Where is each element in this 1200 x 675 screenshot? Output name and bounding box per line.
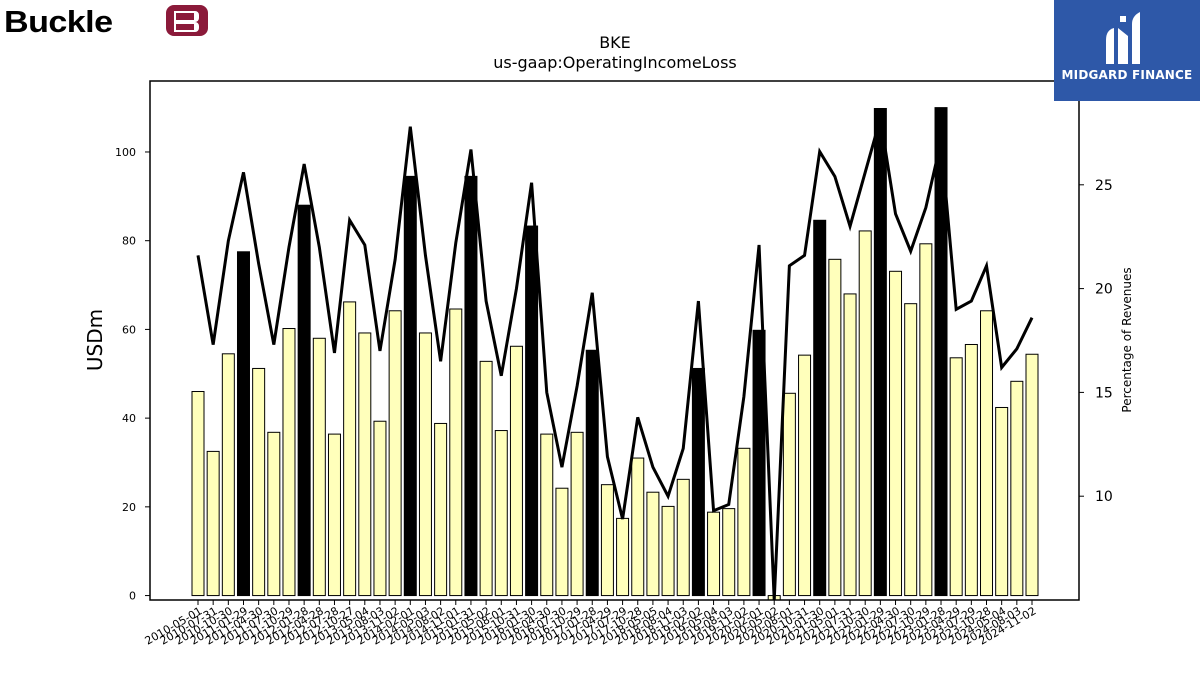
bar-2012-10-27 [343, 301, 357, 597]
chart-subtitle: us-gaap:OperatingIncomeLoss [493, 53, 737, 72]
bar-2016-04-30 [540, 433, 554, 597]
bar-2022-10-29 [919, 243, 933, 597]
bar-2012-01-28 [297, 204, 311, 597]
bar-2024-11-02 [1025, 353, 1039, 597]
bar-2015-10-31 [509, 345, 523, 597]
bar-2021-10-30 [858, 230, 872, 597]
bar-2023-07-29 [964, 343, 978, 597]
bar-2024-05-04 [995, 406, 1009, 597]
y-tick-label-20: 20 [122, 501, 136, 514]
bar-2019-02-02 [691, 367, 705, 597]
midgard-finance-watermark: MIDGARD FINANCE [1054, 0, 1200, 101]
bar-2015-05-02 [479, 360, 493, 597]
bar-2018-11-03 [676, 478, 690, 597]
bar-2022-04-30 [889, 270, 903, 597]
midgard-logo-icon [1106, 12, 1140, 64]
bar-2014-11-01 [449, 308, 463, 597]
y2-tick-label-10: 10 [1095, 489, 1113, 505]
bar-2014-02-01 [403, 175, 417, 597]
bar-2014-08-02 [434, 422, 448, 597]
bar-2011-10-29 [282, 328, 296, 597]
bar-2018-05-05 [646, 491, 660, 597]
bar-2017-04-29 [600, 484, 614, 597]
bar-2011-04-30 [252, 367, 266, 597]
y2-axis-label: Percentage of Revenues [1120, 267, 1134, 412]
bar-2022-01-29 [873, 108, 887, 597]
bar-2023-10-28 [980, 310, 994, 597]
x-axis: 2010-05-012010-07-312010-10-302011-01-29… [143, 600, 1039, 648]
bar-2016-01-30 [525, 225, 539, 597]
bar-2020-10-31 [798, 354, 812, 597]
brand-name: Buckle [4, 4, 113, 39]
bar-2015-01-31 [464, 175, 478, 597]
percentage-line [196, 117, 1034, 601]
bar-2020-08-01 [782, 392, 796, 597]
bar-2012-07-28 [327, 433, 341, 597]
bar-2010-07-31 [206, 450, 220, 597]
bar-2013-11-02 [388, 310, 402, 597]
bar-2017-10-28 [631, 457, 645, 597]
y-axis-left: 0 20 40 60 80 100 [115, 146, 150, 603]
bar-2013-05-04 [358, 332, 372, 597]
y-tick-label-100: 100 [115, 146, 136, 159]
y2-tick-label-20: 20 [1095, 282, 1113, 298]
bar-2024-08-03 [1010, 380, 1024, 597]
bar-2019-11-02 [737, 447, 751, 597]
bar-2017-07-29 [616, 517, 630, 597]
bar-2015-08-01 [494, 430, 508, 597]
brand-badge-icon [166, 5, 208, 36]
y2-tick-label-15: 15 [1095, 385, 1113, 401]
y-tick-label-40: 40 [122, 412, 136, 425]
y-axis-label: USDm [83, 309, 107, 371]
chart-title: BKE [599, 33, 631, 52]
brand-logo: Buckle [4, 4, 113, 40]
bar-2021-01-30 [813, 219, 827, 597]
bar-2019-08-03 [722, 508, 736, 597]
bar-2011-01-29 [236, 251, 250, 597]
bar-2022-07-30 [904, 303, 918, 597]
bar-series [191, 107, 1039, 601]
watermark-text: MIDGARD FINANCE [1061, 68, 1193, 82]
bar-2023-04-29 [949, 357, 963, 597]
bar-2016-07-30 [555, 487, 569, 597]
bar-2011-07-30 [267, 431, 281, 597]
y-tick-label-0: 0 [129, 590, 136, 603]
bar-2013-08-03 [373, 420, 387, 597]
bar-2018-08-04 [661, 505, 675, 597]
bar-2017-01-28 [585, 349, 599, 597]
bar-2012-04-28 [312, 337, 326, 597]
plot-frame [149, 80, 1080, 601]
bar-2021-05-01 [828, 258, 842, 597]
bar-2021-07-31 [843, 293, 857, 597]
bar-2020-02-01 [752, 329, 766, 597]
bar-2019-05-04 [707, 511, 721, 597]
y-tick-label-80: 80 [122, 235, 136, 248]
bar-2023-01-28 [934, 107, 948, 597]
bar-2010-05-01 [191, 391, 205, 597]
y-tick-label-60: 60 [122, 323, 136, 336]
y-axis-right: 1015202530 [1079, 74, 1113, 505]
y2-tick-label-25: 25 [1095, 178, 1113, 194]
bar-2010-10-30 [221, 353, 235, 597]
bar-2014-05-03 [418, 332, 432, 597]
bar-2016-10-29 [570, 431, 584, 597]
